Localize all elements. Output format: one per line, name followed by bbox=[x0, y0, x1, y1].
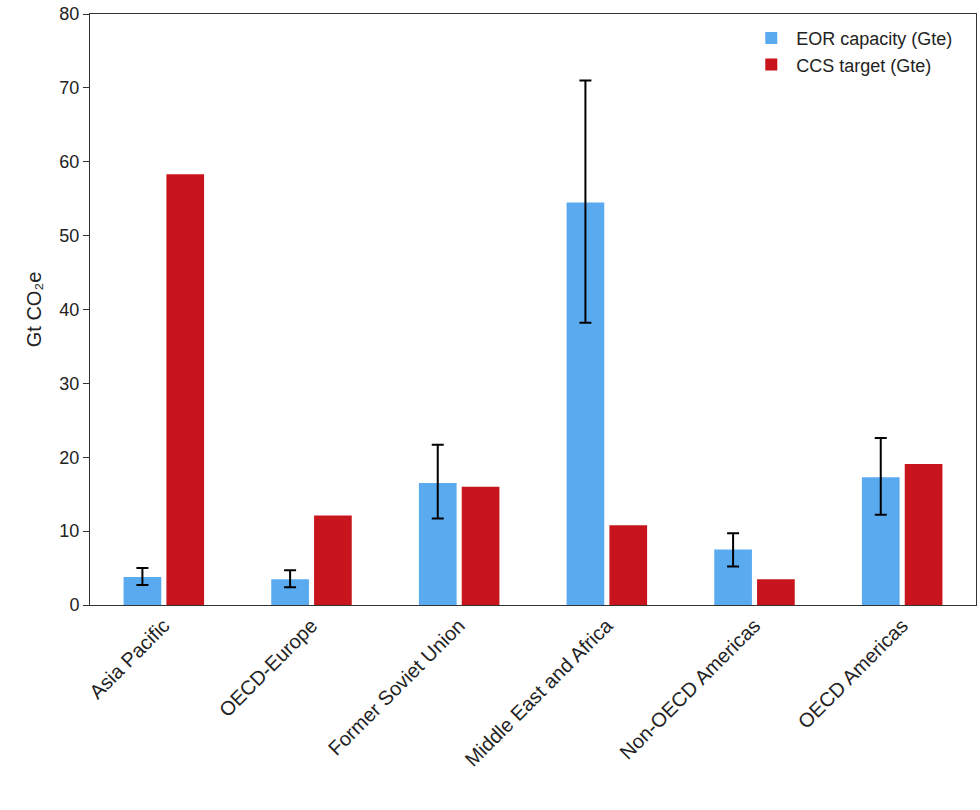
svg-text:Middle East and Africa: Middle East and Africa bbox=[460, 614, 617, 771]
svg-text:0: 0 bbox=[69, 595, 79, 615]
svg-text:Gt CO₂e: Gt CO₂e bbox=[23, 272, 45, 348]
svg-text:EOR capacity (Gte): EOR capacity (Gte) bbox=[796, 29, 952, 49]
svg-text:70: 70 bbox=[59, 78, 79, 98]
svg-text:40: 40 bbox=[59, 300, 79, 320]
svg-text:OECD Americas: OECD Americas bbox=[794, 614, 913, 733]
svg-text:20: 20 bbox=[59, 448, 79, 468]
svg-text:Non-OECD Americas: Non-OECD Americas bbox=[615, 614, 764, 763]
svg-text:80: 80 bbox=[59, 4, 79, 24]
svg-text:30: 30 bbox=[59, 374, 79, 394]
svg-text:CCS target (Gte): CCS target (Gte) bbox=[796, 56, 931, 76]
svg-text:Asia Pacific: Asia Pacific bbox=[85, 614, 174, 703]
svg-text:OECD-Europe: OECD-Europe bbox=[215, 614, 322, 721]
svg-text:Former Soviet Union: Former Soviet Union bbox=[324, 614, 469, 759]
svg-text:50: 50 bbox=[59, 226, 79, 246]
svg-text:10: 10 bbox=[59, 521, 79, 541]
svg-text:60: 60 bbox=[59, 152, 79, 172]
